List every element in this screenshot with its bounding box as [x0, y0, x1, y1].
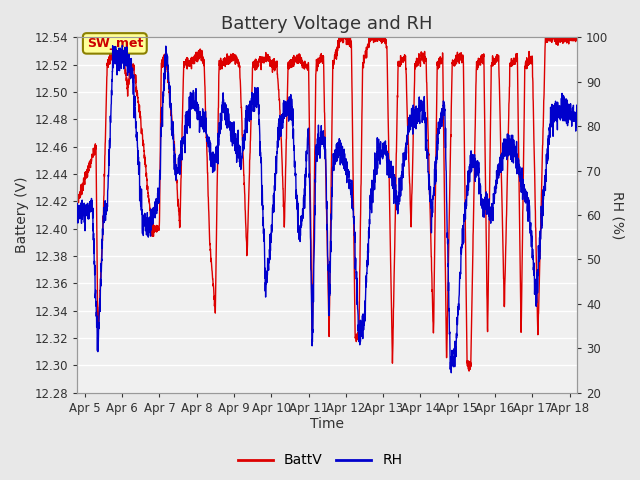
X-axis label: Time: Time: [310, 418, 344, 432]
Title: Battery Voltage and RH: Battery Voltage and RH: [221, 15, 433, 33]
Y-axis label: Battery (V): Battery (V): [15, 177, 29, 253]
Text: SW_met: SW_met: [86, 37, 143, 50]
Legend: BattV, RH: BattV, RH: [232, 448, 408, 473]
Y-axis label: RH (%): RH (%): [611, 191, 625, 239]
